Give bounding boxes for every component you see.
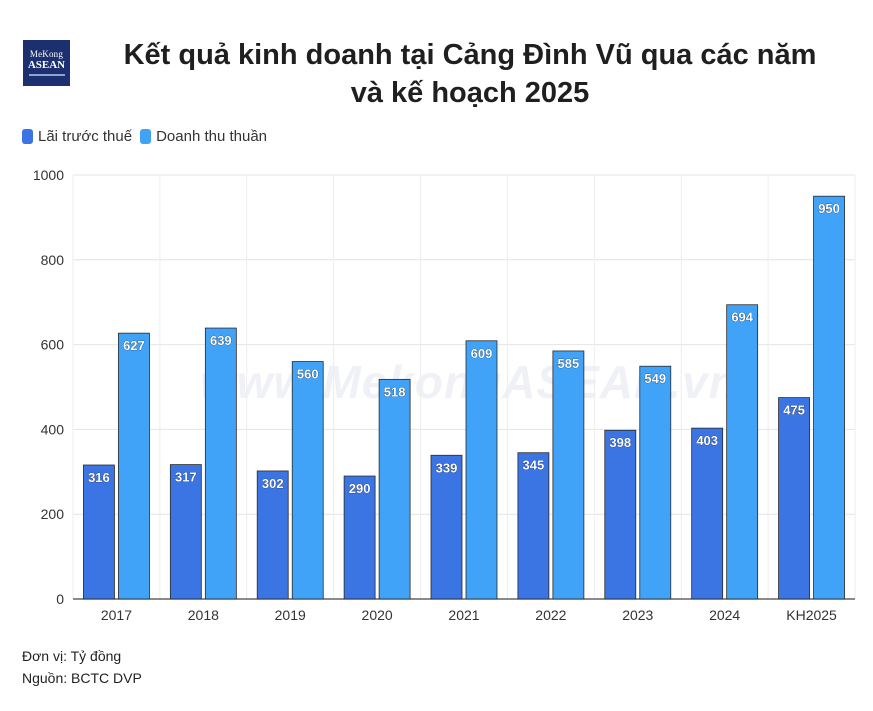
unit-note: Đơn vị: Tỷ đồng (22, 648, 122, 664)
chart-title: Kết quả kinh doanh tại Cảng Đình Vũ qua … (70, 36, 870, 112)
bar-series-1 (343, 475, 376, 600)
data-label: 290 (349, 481, 371, 496)
legend-label-series-2: Doanh thu thuần (156, 128, 268, 145)
x-tick-label: KH2025 (786, 607, 837, 623)
y-tick-label: 0 (56, 591, 64, 607)
data-label: 609 (471, 346, 493, 361)
data-label: 475 (783, 403, 805, 418)
x-tick-label: 2022 (535, 607, 566, 623)
bar-series-1 (691, 427, 724, 600)
brand-logo: MeKong ASEAN (23, 40, 70, 86)
bar-series-2 (204, 327, 237, 600)
bar-series-2 (726, 304, 759, 600)
y-tick-label: 200 (41, 506, 65, 522)
bar-series-1 (604, 429, 637, 600)
bar-series-2 (378, 378, 411, 600)
x-tick-label: 2023 (622, 607, 653, 623)
chart-title-line-1: Kết quả kinh doanh tại Cảng Đình Vũ qua … (123, 39, 817, 71)
y-tick-label: 600 (41, 337, 65, 353)
data-label: 403 (696, 433, 718, 448)
bar-series-2 (118, 332, 150, 600)
chart-title-line-2: và kế hoạch 2025 (350, 77, 590, 109)
data-label: 345 (523, 458, 545, 473)
logo-text-bottom: ASEAN (27, 59, 66, 71)
data-label: 316 (88, 470, 110, 485)
bar-series-1 (778, 397, 810, 600)
data-label: 639 (210, 333, 232, 348)
legend-label-series-1: Lãi trước thuế (38, 128, 133, 145)
data-label: 317 (175, 470, 197, 485)
bar-series-1 (517, 452, 550, 600)
legend-item-series-2: Doanh thu thuần (140, 128, 267, 145)
legend-item-series-1: Lãi trước thuế (22, 128, 132, 145)
bar-series-2 (465, 340, 498, 600)
source-note: Nguồn: BCTC DVP (22, 670, 142, 686)
data-label: 339 (436, 460, 458, 475)
data-label: 950 (818, 201, 840, 216)
y-tick-label: 1000 (33, 167, 64, 183)
x-tick-label: 2019 (275, 607, 306, 623)
data-label: 302 (262, 476, 284, 491)
x-tick-label: 2024 (709, 607, 740, 623)
bar-series-2 (639, 365, 672, 600)
y-tick-label: 400 (41, 421, 65, 437)
y-tick-label: 800 (41, 252, 65, 268)
bar-series-1 (83, 464, 115, 600)
data-label: 627 (123, 338, 145, 353)
legend: Lãi trước thuế Doanh thu thuần (22, 128, 275, 145)
x-tick-label: 2018 (188, 607, 219, 623)
x-tick-label: 2017 (101, 607, 132, 623)
data-label: 585 (558, 356, 580, 371)
bar-series-1 (256, 470, 289, 600)
data-label: 560 (297, 367, 319, 382)
legend-swatch-series-2 (140, 129, 152, 144)
bar-series-1 (169, 464, 202, 600)
bar-series-2 (813, 195, 845, 600)
x-tick-label: 2020 (362, 607, 393, 623)
data-label: 549 (644, 371, 666, 386)
bar-series-2 (552, 350, 585, 600)
legend-swatch-series-1 (22, 129, 33, 144)
logo-underline (28, 74, 65, 76)
footer: Đơn vị: Tỷ đồng Nguồn: BCTC DVP (22, 645, 142, 689)
data-label: 694 (731, 310, 753, 325)
logo-text-top: MeKong (29, 49, 64, 59)
data-label: 398 (609, 435, 631, 450)
data-label: 518 (384, 384, 406, 399)
bar-series-1 (430, 454, 463, 600)
x-tick-label: 2021 (448, 607, 479, 623)
bar-series-2 (291, 361, 324, 600)
